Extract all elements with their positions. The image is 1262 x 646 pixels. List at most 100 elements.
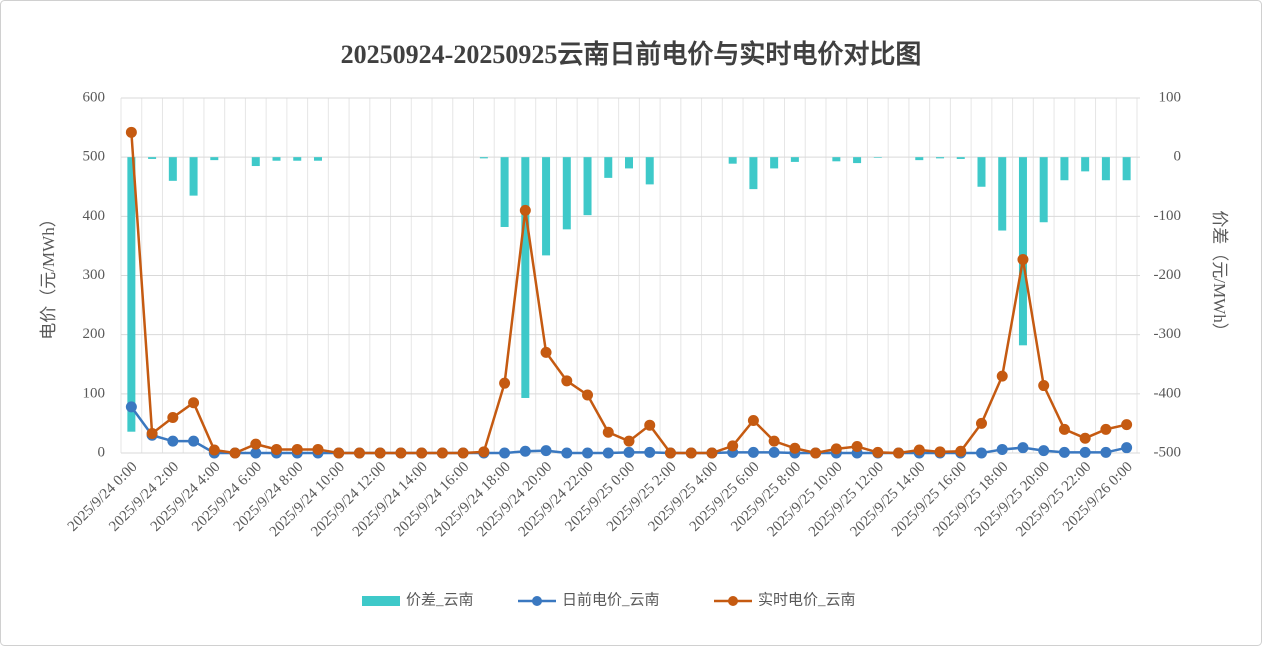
point	[602, 447, 614, 459]
point	[1058, 446, 1070, 458]
chart-title: 20250924-20250925云南日前电价与实时电价对比图	[341, 39, 922, 69]
y2-tick-label: 100	[1159, 89, 1182, 105]
point	[830, 443, 842, 455]
bar	[998, 157, 1007, 231]
bar	[479, 157, 488, 159]
point	[540, 445, 552, 457]
bar	[1101, 157, 1110, 181]
bar	[127, 157, 136, 432]
bar	[148, 157, 157, 159]
point	[1038, 380, 1050, 392]
y-axis-title: 电价（元/MWh）	[39, 210, 58, 339]
point	[519, 445, 531, 457]
point	[1017, 254, 1029, 266]
point	[478, 446, 490, 458]
point	[955, 445, 967, 457]
bar	[562, 157, 571, 230]
point	[1038, 445, 1050, 457]
y-tick-label: 100	[83, 385, 106, 401]
point	[1121, 442, 1133, 454]
point	[623, 446, 635, 458]
bar	[956, 157, 965, 159]
point	[1121, 419, 1133, 431]
point	[188, 435, 200, 447]
legend-swatch	[362, 596, 400, 606]
y2-tick-label: 0	[1174, 149, 1182, 165]
point	[1058, 423, 1070, 435]
y-tick-label: 300	[83, 267, 106, 283]
point	[167, 435, 179, 447]
bar	[272, 157, 281, 161]
y-tick-label: 0	[98, 444, 106, 460]
point	[561, 375, 573, 387]
point	[644, 446, 656, 458]
legend-label: 价差_云南	[406, 591, 474, 608]
bar	[583, 157, 592, 216]
point	[934, 446, 946, 458]
legend-label: 日前电价_云南	[562, 591, 660, 608]
y-tick-label: 600	[83, 89, 106, 105]
point	[499, 377, 511, 389]
point	[747, 446, 759, 458]
point	[229, 447, 241, 459]
point	[768, 446, 780, 458]
point	[374, 447, 386, 459]
y2-tick-label: -200	[1154, 267, 1182, 283]
point	[602, 426, 614, 438]
point	[416, 447, 428, 459]
y-tick-label: 400	[83, 208, 106, 224]
point	[789, 442, 801, 454]
y2-axis-title: 价差（元/MWh）	[1210, 210, 1229, 339]
point	[872, 446, 884, 458]
point	[913, 444, 925, 456]
point	[810, 447, 822, 459]
y-tick-label: 200	[83, 326, 106, 342]
point	[561, 447, 573, 459]
point	[706, 447, 718, 459]
point	[582, 447, 594, 459]
bar	[977, 157, 986, 187]
bar	[313, 157, 322, 161]
point	[1100, 446, 1112, 458]
point	[291, 443, 303, 455]
bar	[500, 157, 509, 227]
point	[457, 447, 469, 459]
legend-label: 实时电价_云南	[758, 591, 856, 608]
bar	[1122, 157, 1131, 181]
point	[851, 440, 863, 452]
y2-tick-label: -100	[1154, 208, 1182, 224]
point	[436, 447, 448, 459]
bar	[832, 157, 841, 162]
point	[146, 427, 158, 439]
bar	[873, 157, 882, 158]
bar	[936, 157, 945, 159]
bar	[770, 157, 779, 169]
point	[312, 443, 324, 455]
bar	[1039, 157, 1048, 223]
point	[1017, 442, 1029, 454]
y2-tick-label: -400	[1154, 385, 1182, 401]
bar	[749, 157, 758, 190]
y-tick-label: 500	[83, 149, 106, 165]
point	[1079, 432, 1091, 444]
y2-tick-label: -500	[1154, 444, 1182, 460]
point	[1100, 423, 1112, 435]
point	[623, 435, 635, 447]
bar	[251, 157, 260, 167]
bar	[1018, 157, 1027, 346]
point	[1079, 446, 1091, 458]
bar	[521, 157, 530, 398]
point	[499, 447, 511, 459]
bar	[853, 157, 862, 164]
point	[747, 414, 759, 426]
bar	[915, 157, 924, 161]
point	[333, 447, 345, 459]
point	[996, 370, 1008, 382]
point	[188, 397, 200, 409]
point	[250, 438, 262, 450]
bar	[1081, 157, 1090, 172]
point	[644, 419, 656, 431]
bar	[542, 157, 551, 256]
point	[395, 447, 407, 459]
